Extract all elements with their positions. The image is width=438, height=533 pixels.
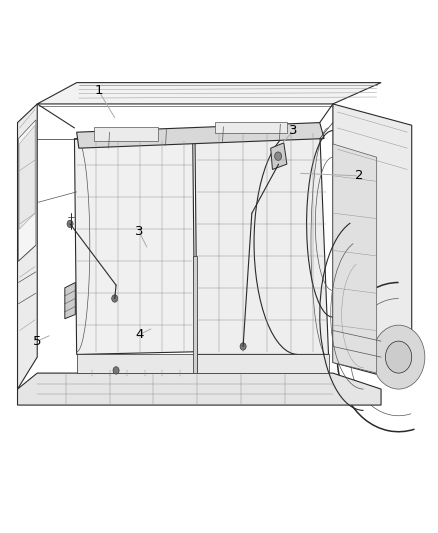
Circle shape <box>240 343 246 350</box>
Circle shape <box>113 367 119 374</box>
Polygon shape <box>65 282 75 319</box>
Text: 2: 2 <box>355 169 364 182</box>
Polygon shape <box>18 104 37 389</box>
Circle shape <box>343 215 349 222</box>
Polygon shape <box>18 120 36 261</box>
Circle shape <box>332 317 338 323</box>
Polygon shape <box>94 127 158 141</box>
Polygon shape <box>18 373 381 405</box>
Text: 4: 4 <box>135 328 144 341</box>
Circle shape <box>67 220 73 228</box>
Polygon shape <box>271 143 287 169</box>
Text: 3: 3 <box>135 225 144 238</box>
Circle shape <box>385 341 412 373</box>
Polygon shape <box>195 131 328 354</box>
Polygon shape <box>19 125 35 229</box>
Polygon shape <box>193 256 197 373</box>
Text: 5: 5 <box>33 335 42 348</box>
Polygon shape <box>37 83 381 104</box>
Polygon shape <box>77 354 195 373</box>
Polygon shape <box>333 104 412 384</box>
Polygon shape <box>74 139 195 354</box>
Polygon shape <box>215 122 287 133</box>
Text: 1: 1 <box>94 84 103 97</box>
Circle shape <box>337 162 342 168</box>
Polygon shape <box>197 354 328 373</box>
Circle shape <box>112 295 118 302</box>
Polygon shape <box>77 123 324 148</box>
Circle shape <box>275 152 282 160</box>
Circle shape <box>372 325 425 389</box>
Polygon shape <box>333 144 377 373</box>
Circle shape <box>337 279 342 286</box>
Text: 3: 3 <box>289 124 298 137</box>
